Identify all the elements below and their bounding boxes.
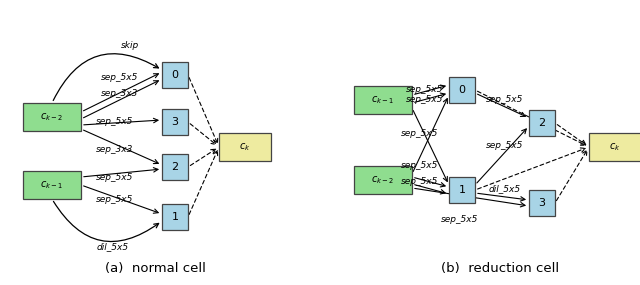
Text: 0: 0	[458, 85, 465, 95]
Text: 2: 2	[538, 118, 545, 128]
FancyBboxPatch shape	[589, 133, 640, 161]
FancyBboxPatch shape	[162, 204, 188, 230]
Text: $c_{k-2}$: $c_{k-2}$	[40, 111, 63, 123]
Text: 2: 2	[172, 162, 179, 172]
Text: 3: 3	[172, 117, 179, 127]
Text: sep_5x5: sep_5x5	[406, 95, 444, 105]
Text: (b)  reduction cell: (b) reduction cell	[441, 262, 559, 275]
FancyBboxPatch shape	[23, 103, 81, 131]
FancyBboxPatch shape	[449, 177, 475, 203]
Text: $c_{k}$: $c_{k}$	[239, 141, 251, 153]
Text: dil_5x5: dil_5x5	[97, 243, 129, 251]
Text: sep_3x3: sep_3x3	[96, 146, 134, 154]
FancyBboxPatch shape	[354, 86, 412, 114]
Text: sep_5x5: sep_5x5	[406, 84, 444, 93]
FancyBboxPatch shape	[529, 190, 555, 216]
FancyBboxPatch shape	[354, 166, 412, 194]
FancyBboxPatch shape	[23, 171, 81, 199]
Text: $c_{k-2}$: $c_{k-2}$	[371, 174, 395, 186]
Text: 0: 0	[172, 70, 179, 80]
Text: sep_5x5: sep_5x5	[96, 196, 134, 205]
Text: sep_5x5: sep_5x5	[401, 176, 438, 186]
FancyBboxPatch shape	[162, 109, 188, 135]
FancyBboxPatch shape	[449, 77, 475, 103]
Text: 3: 3	[538, 198, 545, 208]
Text: sep_5x5: sep_5x5	[486, 141, 524, 150]
Text: (a)  normal cell: (a) normal cell	[104, 262, 205, 275]
Text: sep_5x5: sep_5x5	[101, 74, 139, 82]
Text: sep_5x5: sep_5x5	[401, 160, 438, 170]
Text: 1: 1	[458, 185, 465, 195]
Text: $c_{k-1}$: $c_{k-1}$	[371, 94, 395, 106]
Text: skip: skip	[121, 40, 139, 50]
FancyBboxPatch shape	[162, 62, 188, 88]
Text: sep_5x5: sep_5x5	[96, 172, 134, 182]
Text: sep_5x5: sep_5x5	[442, 215, 479, 225]
Text: $c_{k}$: $c_{k}$	[609, 141, 621, 153]
Text: $c_{k-1}$: $c_{k-1}$	[40, 179, 63, 191]
Text: 1: 1	[172, 212, 179, 222]
FancyBboxPatch shape	[162, 154, 188, 180]
Text: sep_5x5: sep_5x5	[401, 129, 438, 137]
FancyBboxPatch shape	[529, 110, 555, 136]
Text: dil_5x5: dil_5x5	[489, 184, 521, 194]
Text: sep_5x5: sep_5x5	[486, 95, 524, 103]
FancyBboxPatch shape	[219, 133, 271, 161]
Text: sep_3x3: sep_3x3	[101, 89, 139, 97]
Text: sep_5x5: sep_5x5	[96, 117, 134, 127]
